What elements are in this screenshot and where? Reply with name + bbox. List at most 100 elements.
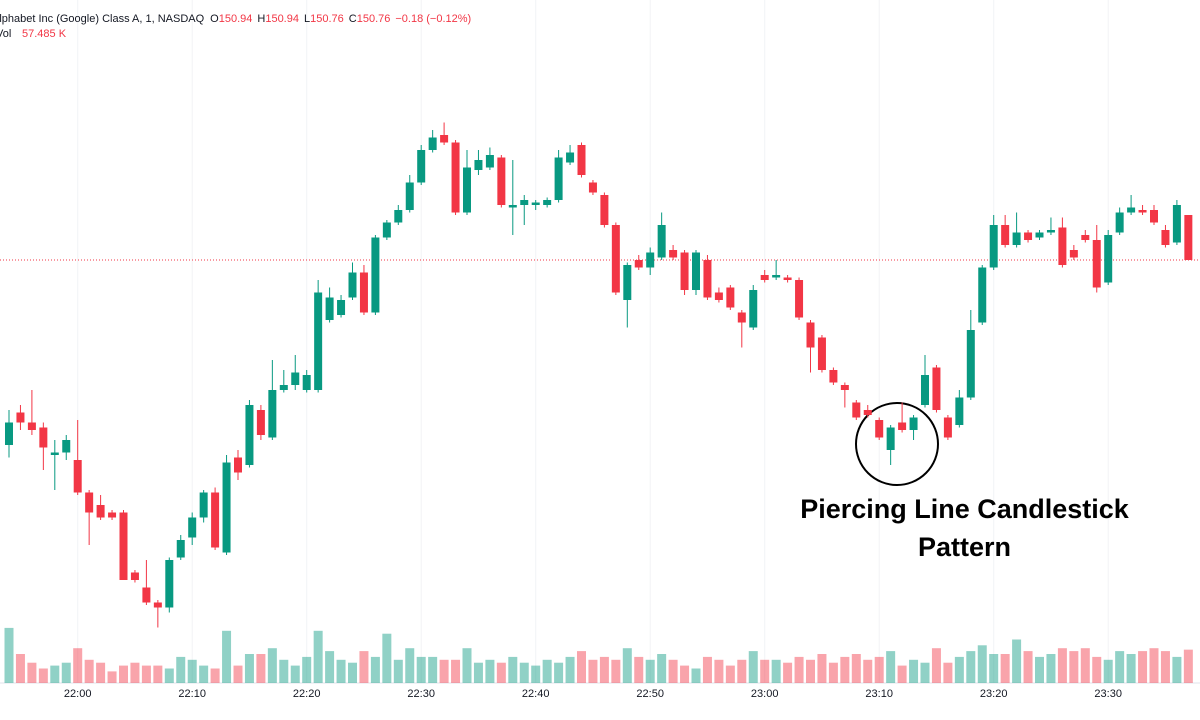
candle-body: [932, 367, 941, 410]
candle-body: [1184, 215, 1193, 260]
candle-body: [291, 372, 300, 385]
x-tick-label: 22:30: [407, 688, 435, 700]
volume-bar: [714, 659, 724, 683]
volume-bar: [966, 651, 976, 683]
volume-bar: [1035, 656, 1044, 683]
volume-bar: [886, 651, 896, 683]
volume-bar: [954, 656, 964, 683]
candle-body: [726, 287, 735, 308]
volume-bar: [611, 659, 621, 683]
candle-body: [130, 572, 139, 580]
volume-bar: [325, 651, 335, 683]
candle-body: [554, 157, 563, 200]
ohlc-label: L: [304, 13, 310, 25]
candle-body: [680, 252, 689, 290]
candle-body: [978, 267, 987, 323]
candle-body: [714, 292, 723, 300]
volume-bar: [38, 668, 48, 683]
x-tick-label: 22:00: [64, 688, 92, 700]
volume-bar: [233, 665, 243, 683]
candle-body: [955, 397, 964, 425]
chart-title: Alphabet Inc (Google) Class A, 1, NASDAQ: [0, 13, 205, 25]
volume-bar: [771, 659, 781, 683]
volume-bar: [485, 659, 495, 683]
volume-bar: [554, 662, 564, 683]
volume-bar: [210, 668, 220, 683]
volume-bar: [153, 665, 163, 683]
candle-body: [337, 300, 346, 315]
volume-bar: [645, 659, 655, 683]
candle-body: [359, 272, 368, 313]
candle-body: [463, 167, 471, 213]
candle-body: [531, 202, 540, 205]
volume-bar: [725, 665, 735, 683]
volume-bar: [1092, 656, 1102, 683]
candle-body: [886, 427, 895, 450]
volume-bar: [336, 659, 346, 683]
volume-bar: [920, 662, 930, 683]
candle-body: [1001, 225, 1010, 245]
volume-bar: [851, 654, 861, 683]
volume-bar: [416, 656, 426, 683]
candle-body: [623, 265, 632, 300]
volume-bar: [909, 659, 919, 683]
candle-body: [566, 152, 575, 163]
volume-bar: [290, 665, 300, 683]
candle-body: [314, 292, 323, 390]
candle-body: [302, 375, 311, 390]
candle-body: [737, 312, 746, 323]
candle-body: [909, 417, 918, 430]
candle-body: [119, 512, 128, 580]
candle-body: [1081, 235, 1090, 240]
volume-bar: [473, 662, 483, 683]
volume-bar: [863, 659, 873, 683]
candle-body: [703, 260, 712, 298]
candle-body: [268, 390, 277, 438]
volume-bar: [737, 659, 747, 683]
volume-bar: [222, 630, 232, 683]
candle-body: [817, 337, 826, 370]
volume-bar: [1103, 659, 1113, 683]
ohlc-value: 150.76: [310, 13, 344, 25]
volume-bar: [73, 648, 83, 683]
candle-body: [898, 422, 907, 430]
volume-bar: [1012, 639, 1022, 683]
x-tick-label: 22:10: [178, 688, 206, 700]
candle-body: [176, 540, 185, 558]
candle-body: [5, 422, 13, 445]
volume-bar: [130, 662, 140, 683]
volume-bar: [199, 665, 209, 683]
candle-body: [440, 135, 449, 143]
candle-body: [222, 462, 231, 553]
candle-body: [73, 460, 82, 493]
ohlc-value: 150.94: [219, 13, 253, 25]
candle-body: [188, 517, 197, 538]
candle-body: [108, 512, 117, 518]
candle-body: [16, 412, 25, 423]
volume-bar: [4, 627, 14, 683]
candle-body: [451, 142, 460, 213]
candle-body: [875, 420, 884, 438]
candle-body: [485, 155, 494, 168]
candle-body: [1092, 240, 1101, 288]
candle-body: [669, 250, 678, 258]
volume-bar: [96, 662, 106, 683]
volume-bar: [15, 654, 25, 683]
volume-bar: [84, 659, 94, 683]
volume-bar: [783, 662, 793, 683]
candle-body: [256, 410, 265, 435]
candle-body: [577, 145, 586, 175]
volume-bar: [1172, 656, 1182, 683]
volume-bar: [794, 656, 804, 683]
candle-body: [863, 410, 872, 415]
candle-body: [646, 252, 655, 268]
candle-body: [795, 280, 804, 318]
volume-bar: [817, 654, 827, 683]
volume-bar: [1080, 648, 1090, 683]
change-label: −0.18 (−0.12%): [395, 13, 471, 25]
volume-bar: [748, 651, 758, 683]
candle-body: [279, 385, 288, 390]
candle-body: [142, 587, 151, 603]
candle-body: [165, 560, 174, 608]
candle-body: [1150, 210, 1158, 223]
